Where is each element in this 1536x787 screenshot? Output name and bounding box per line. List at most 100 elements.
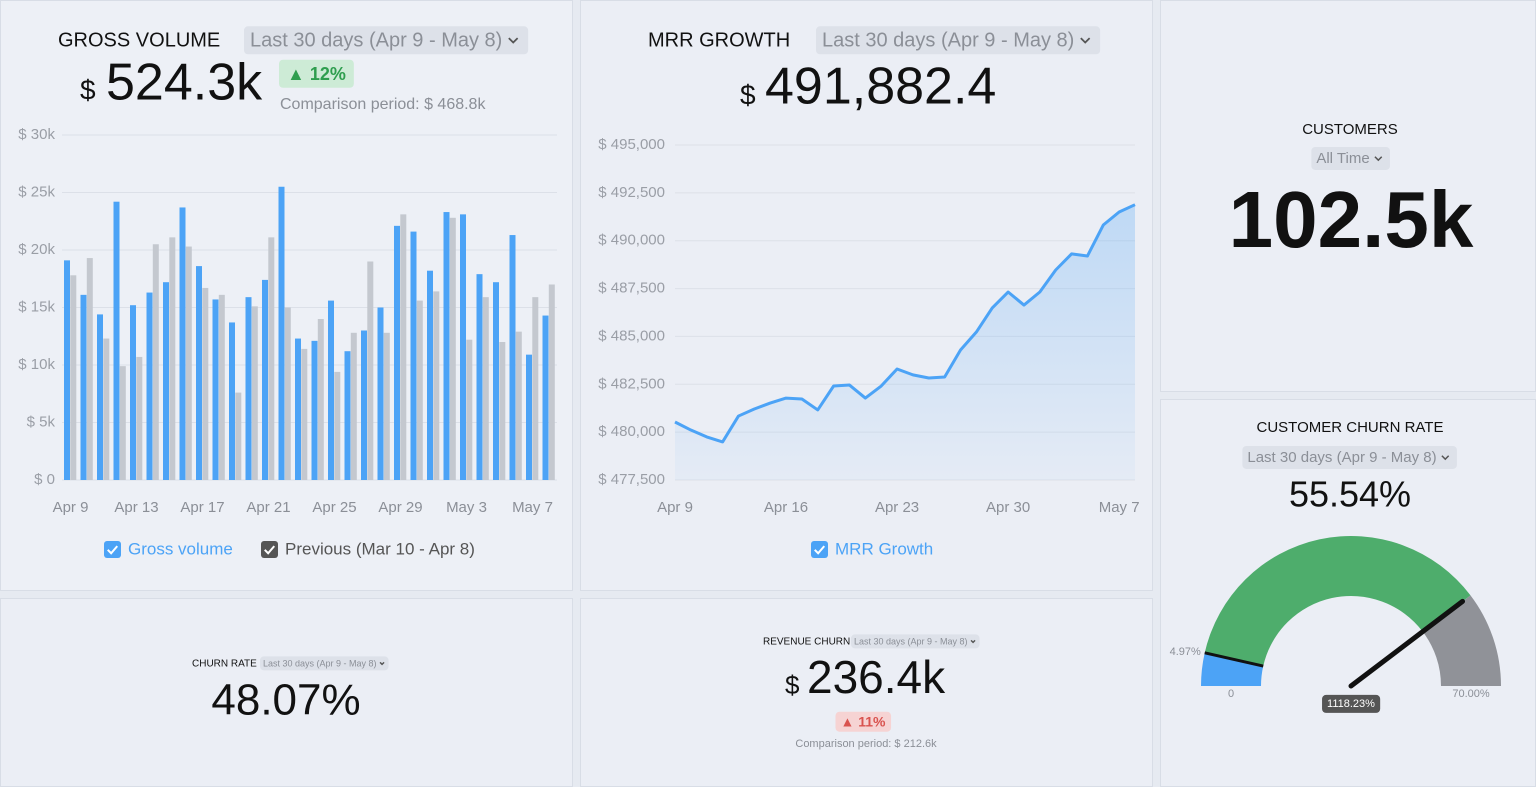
bar [152, 244, 159, 480]
bar [482, 297, 489, 480]
headline-value: 491,882.4 [765, 58, 996, 116]
legend-checkbox[interactable] [811, 541, 828, 558]
bar [443, 212, 450, 481]
bar [526, 354, 532, 480]
panel [0, 598, 573, 787]
dropdown[interactable] [1311, 146, 1390, 170]
bar [383, 332, 390, 480]
area [675, 204, 1135, 480]
chevron [1080, 37, 1091, 44]
bar [64, 260, 70, 480]
bar [433, 291, 440, 480]
needle-label: 1118.23% [1327, 698, 1375, 710]
legend-label[interactable]: Gross volume [128, 539, 233, 558]
legend-label[interactable]: Previous (Mar 10 - Apr 8) [285, 539, 475, 558]
line [674, 203, 1136, 444]
bar [97, 314, 103, 480]
y-tick-label: $ 492,500 [598, 184, 665, 201]
bar [130, 305, 136, 480]
currency: $ [785, 670, 800, 700]
widget-title: CUSTOMER CHURN RATE [1257, 419, 1444, 436]
bar [377, 307, 384, 480]
chevron [1374, 156, 1383, 162]
badge [1322, 694, 1381, 713]
y-tick-label: $ 30k [18, 126, 55, 143]
dropdown[interactable] [1242, 445, 1457, 469]
bar [367, 261, 374, 480]
bar [334, 371, 341, 480]
widget-title: CUSTOMERS [1302, 121, 1398, 138]
y-tick-label: $ 495,000 [598, 136, 665, 153]
period-dropdown[interactable]: All Time [1316, 150, 1369, 167]
x-tick-label: Apr 25 [312, 499, 356, 516]
y-tick-label: $ 485,000 [598, 327, 665, 344]
bar [185, 246, 192, 480]
dropdown[interactable] [851, 634, 980, 649]
bar [179, 207, 186, 480]
x-tick-label: Apr 29 [378, 499, 422, 516]
bar [229, 322, 235, 480]
kpi-value: 236.4k [807, 651, 946, 703]
change-badge: ▲ 12% [287, 64, 346, 84]
legend-checkbox[interactable] [261, 541, 278, 558]
widget-title: REVENUE CHURN [763, 637, 850, 648]
panel [1160, 0, 1536, 392]
x-tick-label: Apr 9 [53, 499, 89, 516]
period-dropdown[interactable]: Last 30 days (Apr 9 - May 8) [250, 29, 502, 51]
period-dropdown[interactable]: Last 30 days (Apr 9 - May 8) [822, 29, 1074, 51]
period-dropdown[interactable]: Last 30 days (Apr 9 - May 8) [1247, 449, 1436, 466]
y-tick-label: $ 20k [18, 241, 55, 258]
legend-checkbox[interactable] [104, 541, 121, 558]
bar [146, 292, 153, 480]
bar [202, 287, 209, 480]
bar [103, 338, 110, 480]
bar [410, 231, 417, 480]
currency: $ [740, 79, 756, 110]
bar [245, 297, 252, 480]
dropdown[interactable] [260, 656, 389, 671]
y-tick-label: $ 480,000 [598, 423, 665, 440]
bar [80, 294, 87, 480]
bar [196, 266, 202, 480]
dropdown[interactable] [244, 26, 529, 55]
y-tick-label: $ 477,500 [598, 471, 665, 488]
bar [235, 392, 242, 480]
currency: $ [80, 74, 96, 105]
bar [394, 225, 400, 480]
x-tick-label: May 7 [1099, 499, 1140, 516]
bar [499, 342, 506, 480]
bar [328, 300, 334, 480]
x-tick-label: May 3 [446, 499, 487, 516]
bar [262, 279, 268, 480]
bar [449, 217, 456, 481]
x-tick-label: Apr 16 [764, 499, 808, 516]
legend-label[interactable]: MRR Growth [835, 539, 933, 558]
y-tick-label: $ 0 [34, 471, 55, 488]
bar [212, 299, 219, 480]
bar [493, 282, 499, 480]
widget-title: MRR GROWTH [648, 29, 790, 51]
bar [317, 319, 324, 480]
period-dropdown[interactable]: Last 30 days (Apr 9 - May 8) [854, 636, 968, 646]
bar [344, 351, 351, 480]
bar [400, 214, 407, 480]
bar [476, 274, 483, 480]
gauge-tick-label: 4.97% [1170, 646, 1201, 658]
y-tick-label: $ 487,500 [598, 280, 665, 297]
dropdown[interactable] [816, 26, 1101, 55]
comparison: Comparison period: $ 212.6k [795, 738, 937, 750]
gauge-value: 55.54% [1289, 474, 1411, 515]
chevron [1441, 455, 1450, 461]
bar [509, 235, 516, 480]
y-tick-label: $ 490,000 [598, 232, 665, 249]
x-tick-label: Apr 13 [114, 499, 158, 516]
gauge-needle [1348, 598, 1466, 689]
chevron [379, 661, 385, 666]
kpi-value: 102.5k [1229, 175, 1474, 264]
bar [542, 315, 549, 480]
period-dropdown[interactable]: Last 30 days (Apr 9 - May 8) [263, 658, 377, 668]
bar [295, 338, 301, 480]
comparison: Comparison period: $ 468.8k [280, 96, 486, 113]
bar [268, 237, 275, 480]
